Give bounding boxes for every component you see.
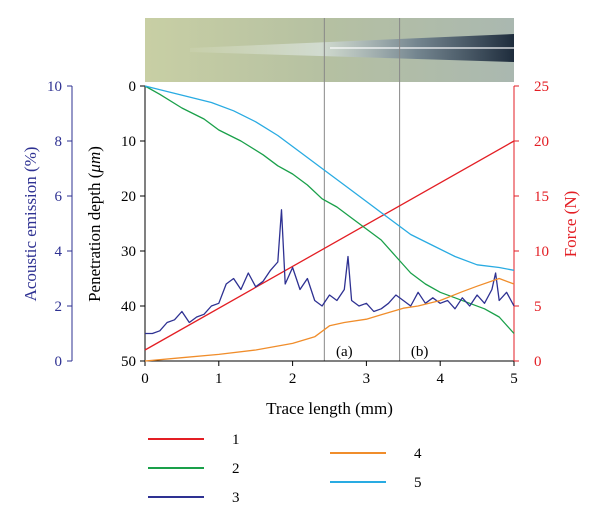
series-layer (144, 85, 515, 362)
series-line-4 (144, 277, 515, 362)
legend-item-1: 1 (148, 432, 240, 448)
depth-axis-title: Penetration depth (μm) (85, 146, 104, 302)
force-tick-label: 10 (534, 244, 549, 260)
force-tick-label: 20 (534, 134, 549, 150)
series-line-3 (145, 209, 515, 335)
depth-tick-label: 20 (121, 189, 136, 205)
force-axis-title: Force (N) (561, 191, 580, 258)
series-line-5 (144, 85, 515, 271)
depth-tick-label: 40 (121, 299, 136, 315)
acoustic-tick-label: 4 (55, 244, 63, 260)
acoustic-tick-label: 2 (55, 299, 63, 315)
legend-label: 3 (232, 490, 240, 506)
legend-item-5: 5 (330, 475, 422, 491)
depth-tick-label: 50 (121, 354, 136, 370)
force-tick-label: 5 (534, 299, 542, 315)
force-tick-label: 0 (534, 354, 542, 370)
acoustic-axis-title: Acoustic emission (%) (21, 147, 40, 302)
legend-label: 1 (232, 432, 240, 448)
x-tick-label: 3 (363, 371, 371, 387)
acoustic-tick-label: 10 (47, 79, 62, 95)
x-tick-label: 1 (215, 371, 223, 387)
depth-tick-label: 30 (121, 244, 136, 260)
x-tick-label: 2 (289, 371, 297, 387)
legend-item-2: 2 (148, 461, 240, 477)
acoustic-tick-label: 8 (55, 134, 63, 150)
legend-label: 4 (414, 446, 422, 462)
acoustic-tick-label: 0 (55, 354, 63, 370)
legend-label: 2 (232, 461, 240, 477)
scratch-micrograph (145, 18, 514, 82)
series-line-1 (144, 140, 515, 351)
x-tick-label: 5 (510, 371, 518, 387)
x-axis-title: Trace length (mm) (266, 399, 393, 418)
marker-label-0: (a) (336, 344, 353, 360)
marker-label-1: (b) (411, 344, 429, 360)
depth-tick-label: 0 (129, 79, 137, 95)
force-tick-label: 25 (534, 79, 549, 95)
legend: 1 2 3 4 5 (148, 432, 422, 506)
depth-tick-label: 10 (121, 134, 136, 150)
force-tick-label: 15 (534, 189, 549, 205)
acoustic-tick-label: 6 (55, 189, 63, 205)
legend-item-4: 4 (330, 446, 422, 462)
legend-item-3: 3 (148, 490, 240, 506)
x-tick-label: 4 (436, 371, 444, 387)
series-line-2 (144, 85, 515, 334)
x-tick-label: 0 (141, 371, 149, 387)
legend-label: 5 (414, 475, 422, 491)
